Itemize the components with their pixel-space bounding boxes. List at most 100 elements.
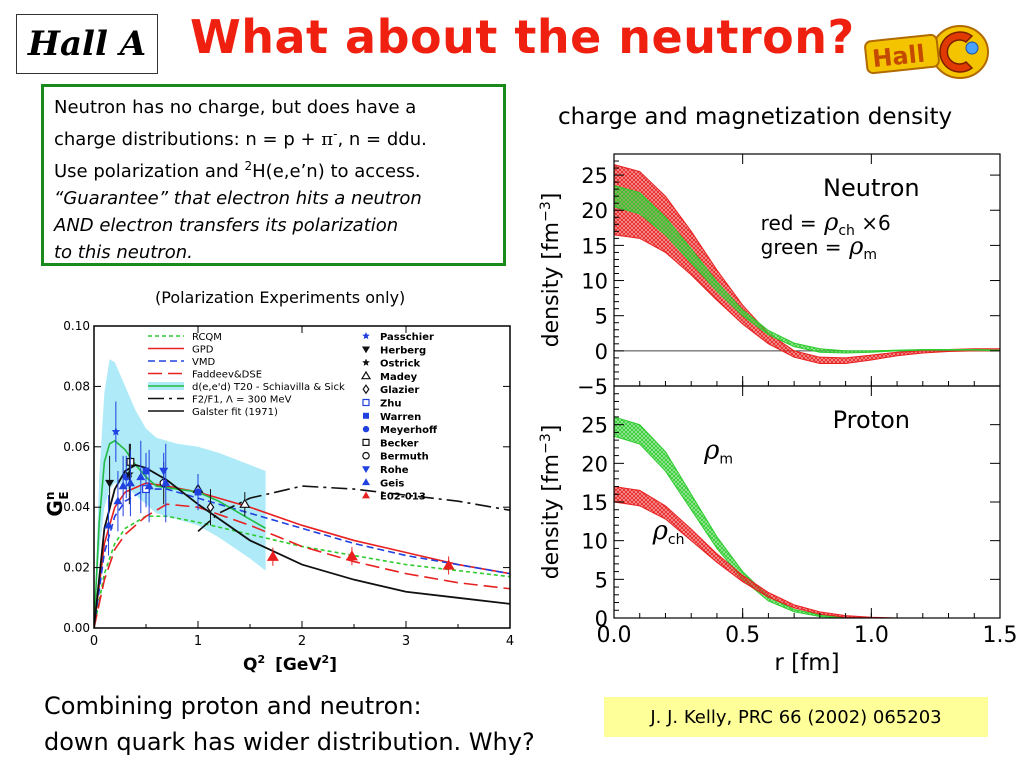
legend-marker-zhu [362, 398, 370, 407]
legend-exp-meyerhoff: Meyerhoff [380, 425, 438, 436]
proton-label-m: ρm [703, 436, 733, 468]
legend-label-f2-f1-300-mev: F2/F1, Λ = 300 MeV [192, 395, 292, 406]
info-line-1: Neutron has no charge, but does have a [54, 97, 417, 118]
neutron-y-tick-label: 25 [581, 164, 608, 188]
legend-label-rcqm: RCQM [192, 332, 222, 343]
info-line-6: to this neutron. [54, 242, 193, 263]
gen-y-tick-label: 0.04 [63, 500, 90, 514]
curve-f2-f1-300-mev [197, 485, 510, 532]
point-e02-013 [345, 550, 358, 561]
neutron-legend-green: green = ρm [761, 232, 877, 263]
point-madey [239, 498, 251, 508]
legend-label-galster-fit-1971: Galster fit (1971) [192, 407, 278, 418]
legend-exp-zhu: Zhu [380, 399, 402, 410]
legend-exp-geis: Geis [380, 478, 404, 489]
legend-exp-rohe: Rohe [380, 465, 409, 476]
rho-ch-sub: ch [838, 223, 855, 239]
neutron-legend-factor: ×6 [855, 211, 891, 235]
info-line-2-pre: charge distributions: n = p + [54, 129, 322, 150]
legend-marker-rohe [362, 466, 370, 473]
proton-y-label-sup: −3 [538, 433, 554, 454]
legend-exp-e02-013: E02-013 [380, 492, 426, 503]
proton-y-tick-label: 0 [595, 607, 608, 631]
info-line-3-post: H(e,e’n) to access. [252, 161, 421, 182]
proton-label-ch: ρch [652, 516, 685, 548]
band-neutron-m [614, 185, 1000, 354]
info-line-2: charge distributions: n = p + π-, n = dd… [54, 121, 493, 153]
neutron-y-tick-label: 10 [581, 270, 608, 294]
legend-label-d-e-e-d-t20-schiavilla-sick: d(e,e'd) T20 - Schiavilla & Sick [192, 382, 345, 393]
proton-frame [613, 385, 1001, 619]
neutron-y-axis-label: density [fm−3] [538, 193, 564, 348]
legend-marker-becker [362, 438, 370, 446]
gen-y-tick-label: 0.02 [63, 561, 90, 575]
curve-galster-fit-1971 [94, 463, 510, 628]
neutron-title: Neutron [823, 174, 920, 202]
proton-title: Proton [833, 406, 910, 434]
hall-a-label: Hall A [16, 14, 158, 74]
point-geis [118, 481, 128, 490]
conclusion-text: Combining proton and neutron: down quark… [44, 688, 535, 760]
neutron-legend-green-label: green = [761, 235, 842, 259]
neutron-y-tick-label: 5 [595, 305, 608, 329]
gen-x-tick-label: 4 [506, 634, 514, 649]
legend-marker-passchier [362, 332, 370, 340]
density-x-tick-label: 0.5 [725, 623, 760, 648]
gen-x-tick-label: 3 [402, 634, 410, 649]
proton-rho-m-symbol: ρ [703, 436, 720, 466]
proton-y-label-post: ] [539, 425, 564, 434]
legend-exp-passchier: Passchier [380, 332, 434, 343]
legend-marker-geis [362, 478, 370, 486]
density-x-tick-label: 0.0 [597, 623, 632, 648]
neutron-y-label-sup: −3 [538, 201, 554, 222]
info-line-3: Use polarization and 2H(e,e’n) to access… [54, 153, 493, 185]
band-proton-m [614, 416, 1000, 618]
conclusion-line-1: Combining proton and neutron: [44, 692, 422, 720]
neutron-y-label-post: ] [539, 193, 564, 202]
gen-y-tick-label: 0.08 [63, 379, 90, 393]
neutron-y-label-main: density [fm [539, 222, 564, 347]
slide-title: What about the neutron? [190, 10, 855, 64]
point-geis [113, 496, 123, 505]
band-proton-ch [614, 486, 1000, 618]
info-line-3-pre: Use polarization and [54, 161, 245, 182]
point-warren [194, 488, 202, 496]
neutron-y-tick-label: 20 [581, 199, 608, 223]
gen-x-axis-label: Q2 [GeV2] [243, 653, 337, 675]
point-geis [125, 478, 135, 487]
legend-exp-herberg: Herberg [380, 345, 426, 356]
point-glazier [206, 501, 215, 513]
rho-ch-symbol: ρ [817, 208, 839, 236]
polarization-caption: (Polarization Experiments only) [155, 288, 406, 307]
point-geis [161, 478, 171, 487]
proton-y-tick-label: 15 [581, 491, 608, 515]
legend-marker-meyerhoff [362, 425, 370, 433]
gen-y-tick-label: 0.10 [63, 319, 90, 333]
legend-exp-madey: Madey [380, 372, 418, 383]
hall-c-logo: Hall [864, 25, 989, 79]
proton-rho-ch-sub: ch [668, 532, 685, 548]
legend-label-gpd: GPD [192, 345, 214, 356]
legend-label-faddeev-dse: Faddeev&DSE [192, 370, 262, 381]
density-x-tick-label: 1.0 [854, 623, 889, 648]
gen-y-axis-label: GnE [43, 491, 71, 516]
legend-marker-herberg [362, 346, 370, 354]
pi-symbol: π [321, 129, 334, 150]
legend-marker-ostrick [362, 358, 370, 366]
point-geis [136, 472, 146, 481]
pi-charge-sup: - [333, 127, 338, 141]
legend-exp-warren: Warren [380, 412, 421, 423]
proton-y-tick-label: 20 [581, 452, 608, 476]
point-passchier [111, 427, 121, 436]
svg-text:Hall: Hall [871, 40, 926, 73]
proton-y-axis-label: density [fm−3] [538, 425, 564, 580]
neutron-y-tick-label: −5 [577, 375, 608, 399]
legend-exp-becker: Becker [380, 438, 418, 449]
conclusion-line-2: down quark has wider distribution. Why? [44, 728, 535, 756]
rho-m-symbol: ρ [842, 232, 864, 260]
neutron-legend-red: red = ρch ×6 [761, 208, 891, 239]
